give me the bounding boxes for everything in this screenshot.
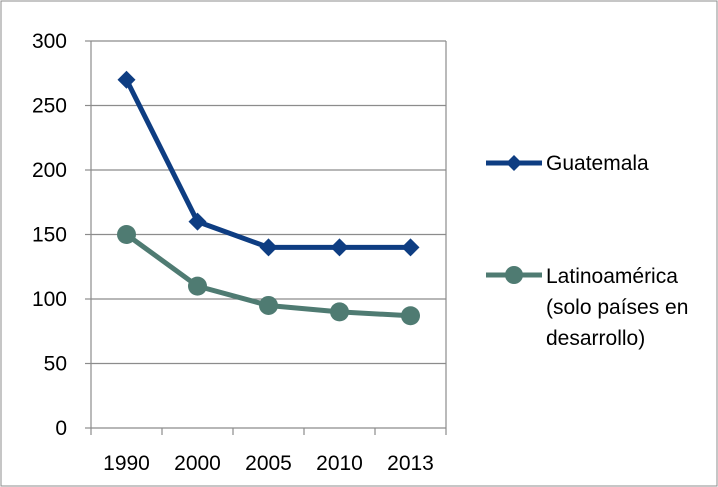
axes bbox=[85, 40, 447, 435]
data-point-diamond bbox=[117, 70, 136, 89]
y-tick-label: 300 bbox=[32, 30, 67, 53]
data-point-circle bbox=[259, 295, 278, 315]
y-tick-label: 250 bbox=[32, 95, 67, 118]
legend-label-line: Latinoamérica bbox=[546, 265, 678, 288]
data-point-diamond bbox=[401, 238, 420, 257]
x-tick-label: 2000 bbox=[174, 452, 221, 475]
data-point-circle bbox=[330, 302, 349, 322]
data-point-diamond bbox=[259, 238, 278, 257]
series-0 bbox=[117, 70, 420, 257]
x-tick-label: 2013 bbox=[387, 452, 434, 475]
legend-label-latinoamerica: Latinoamérica (solo países en desarrollo… bbox=[546, 265, 694, 350]
x-axis-ticks: 1990 2000 2005 2010 2013 bbox=[103, 452, 434, 475]
legend: Guatemala Latinoamérica (solo países en … bbox=[486, 152, 694, 350]
y-tick-label: 50 bbox=[44, 353, 67, 376]
x-tick-label: 2010 bbox=[316, 452, 363, 475]
data-point-circle bbox=[117, 225, 136, 244]
y-tick-label: 150 bbox=[32, 224, 67, 247]
data-point-diamond bbox=[188, 212, 207, 231]
legend-item-guatemala: Guatemala bbox=[486, 152, 649, 175]
gridlines bbox=[91, 40, 446, 365]
series-1 bbox=[117, 225, 420, 326]
x-tick-label: 2005 bbox=[245, 452, 292, 475]
legend-label-line: desarrollo) bbox=[546, 327, 645, 350]
y-tick-label: 200 bbox=[32, 159, 67, 182]
data-point-circle bbox=[401, 306, 420, 326]
legend-item-latinoamerica: Latinoamérica (solo países en desarrollo… bbox=[486, 265, 694, 350]
data-point-diamond bbox=[330, 238, 349, 257]
y-tick-label: 0 bbox=[55, 417, 67, 440]
y-tick-label: 100 bbox=[32, 288, 67, 311]
legend-label-guatemala: Guatemala bbox=[546, 152, 649, 175]
legend-diamond-marker-icon bbox=[506, 155, 522, 171]
legend-label-line: (solo países en bbox=[546, 296, 688, 319]
data-point-circle bbox=[188, 276, 207, 296]
legend-circle-marker-icon bbox=[505, 266, 523, 284]
series bbox=[117, 70, 420, 326]
y-axis-ticks: 0 50 100 150 200 250 300 bbox=[32, 30, 67, 440]
x-tick-label: 1990 bbox=[103, 452, 150, 475]
